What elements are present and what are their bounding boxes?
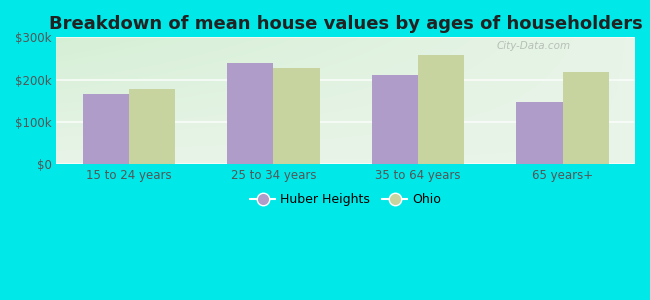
Bar (516, 102, 563, 164)
Bar (563, 72, 609, 164)
Text: City-Data.com: City-Data.com (496, 41, 570, 51)
Bar (227, 63, 274, 164)
Bar (129, 89, 175, 164)
Legend: Huber Heights, Ohio: Huber Heights, Ohio (245, 188, 447, 211)
Title: Breakdown of mean house values by ages of householders: Breakdown of mean house values by ages o… (49, 15, 643, 33)
Bar (372, 75, 418, 164)
Bar (274, 68, 320, 164)
Bar (83, 94, 129, 164)
Bar (418, 55, 464, 164)
